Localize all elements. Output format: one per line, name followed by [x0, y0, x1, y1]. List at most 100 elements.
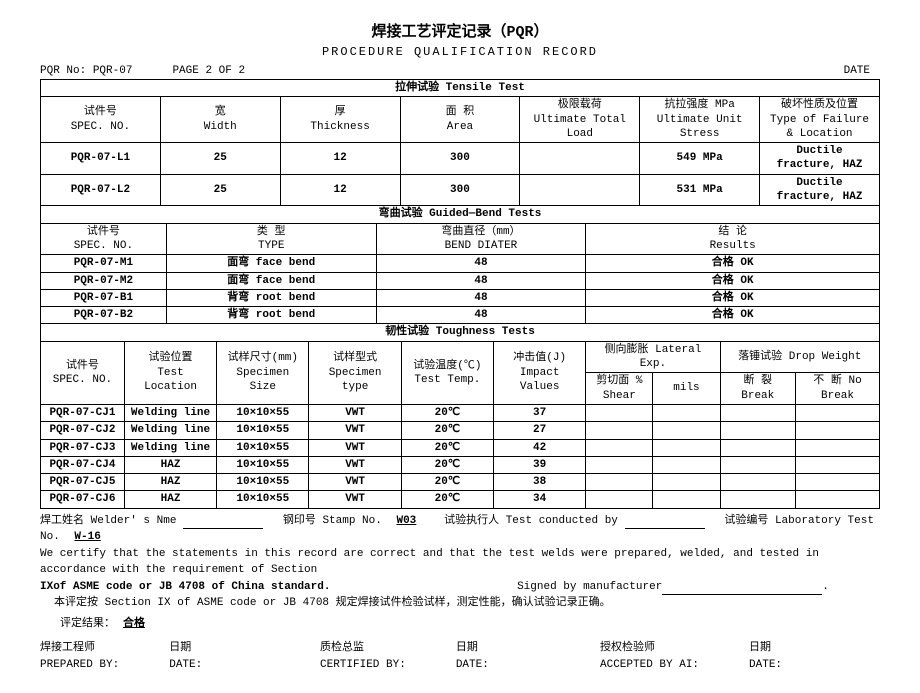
cell — [796, 474, 880, 491]
cell: 37 — [494, 404, 586, 421]
cell: Ductile fracture, HAZ — [760, 174, 880, 206]
cell: PQR-07-CJ5 — [41, 474, 125, 491]
cell: PQR-07-CJ6 — [41, 491, 125, 508]
cell: VWT — [309, 456, 401, 473]
cell: VWT — [309, 422, 401, 439]
cell: 10×10×55 — [217, 439, 309, 456]
th-bspec-en: SPEC. NO. — [45, 239, 162, 253]
th-shear-en: Shear — [590, 389, 648, 403]
cell — [586, 474, 653, 491]
cell — [653, 491, 720, 508]
cell — [586, 491, 653, 508]
th-nobreak-en: Break — [800, 389, 875, 403]
th-mils: mils — [653, 373, 720, 405]
cell: 20℃ — [401, 404, 493, 421]
th-load-en: Ultimate Total Load — [524, 113, 635, 142]
cell: 10×10×55 — [217, 456, 309, 473]
cell: 20℃ — [401, 422, 493, 439]
th-tstype-en: Specimen type — [313, 366, 396, 395]
cell: PQR-07-CJ1 — [41, 404, 125, 421]
th-stress-cn: 抗拉强度 MPa — [644, 98, 755, 112]
cell: 10×10×55 — [217, 474, 309, 491]
th-stress-en: Ultimate Unit Stress — [644, 113, 755, 142]
cell: Welding line — [124, 422, 216, 439]
cell: PQR-07-CJ3 — [41, 439, 125, 456]
cell: 549 MPa — [640, 143, 760, 175]
th-tloc-cn: 试验位置 — [129, 351, 212, 365]
cell: 合格 OK — [586, 289, 880, 306]
cert-text: We certify that the statements in this r… — [40, 546, 880, 579]
cell — [720, 422, 796, 439]
cell: 48 — [376, 307, 586, 324]
cell: 20℃ — [401, 474, 493, 491]
lab-no: W-16 — [66, 531, 108, 543]
th-bdia-cn: 弯曲直径（mm） — [381, 225, 582, 239]
th-area-en: Area — [405, 120, 516, 134]
qc-cn: 质检总监 — [320, 640, 406, 657]
cell — [586, 404, 653, 421]
pqr-no-label: PQR No: — [40, 65, 86, 77]
th-fail-cn: 破坏性质及位置 — [764, 98, 875, 112]
th-tspec-cn: 试件号 — [45, 359, 120, 373]
toughness-table: 试件号SPEC. NO. 试验位置Test Location 试样尺寸(mm)S… — [40, 342, 880, 509]
pqr-no: PQR-07 — [93, 65, 133, 77]
result-value: 合格 — [115, 618, 153, 630]
th-timpact-cn: 冲击值(J) — [498, 351, 581, 365]
eng-cn: 焊接工程师 — [40, 640, 119, 657]
cell: 531 MPa — [640, 174, 760, 206]
cell: 合格 OK — [586, 307, 880, 324]
cell: PQR-07-CJ2 — [41, 422, 125, 439]
cell — [796, 404, 880, 421]
title-cn: 焊接工艺评定记录（PQR） — [40, 20, 880, 41]
cell: 34 — [494, 491, 586, 508]
cell: 10×10×55 — [217, 404, 309, 421]
th-drop: 落锤试验 Drop Weight — [720, 342, 879, 373]
toughness-row: PQR-07-CJ2Welding line10×10×55VWT20℃27 — [41, 422, 880, 439]
th-break: 断 裂 Break — [720, 373, 796, 405]
cell: VWT — [309, 474, 401, 491]
header-line: PQR No: PQR-07 PAGE 2 OF 2 DATE — [40, 65, 880, 77]
title-en: PROCEDURE QUALIFICATION RECORD — [40, 45, 880, 59]
cell — [586, 422, 653, 439]
cell: Welding line — [124, 439, 216, 456]
toughness-row: PQR-07-CJ3Welding line10×10×55VWT20℃42 — [41, 439, 880, 456]
cell: VWT — [309, 491, 401, 508]
cell: 48 — [376, 289, 586, 306]
th-btype-cn: 类 型 — [171, 225, 372, 239]
cell: 背弯 root bend — [166, 289, 376, 306]
cell: HAZ — [124, 491, 216, 508]
cell: 27 — [494, 422, 586, 439]
ai-cn: 授权检验师 — [600, 640, 699, 657]
th-spec-cn: 试件号 — [45, 105, 156, 119]
cell: 12 — [280, 174, 400, 206]
stamp-no: W03 — [388, 515, 424, 527]
bend-table: 试件号SPEC. NO. 类 型TYPE 弯曲直径（mm）BEND DIATER… — [40, 224, 880, 342]
welder-label: 焊工姓名 Welder' s Nme — [40, 515, 176, 527]
th-ttemp-cn: 试验温度(℃) — [406, 359, 489, 373]
cell: PQR-07-M2 — [41, 272, 167, 289]
cell — [520, 174, 640, 206]
cell: 300 — [400, 174, 520, 206]
th-width-cn: 宽 — [165, 105, 276, 119]
tested-by-label: 试验执行人 Test conducted by — [444, 515, 618, 527]
ai-en: ACCEPTED BY AI: — [600, 657, 699, 674]
cell: Ductile fracture, HAZ — [760, 143, 880, 175]
cell: PQR-07-CJ4 — [41, 456, 125, 473]
bend-row: PQR-07-M2面弯 face bend48合格 OK — [41, 272, 880, 289]
cell — [586, 439, 653, 456]
th-tstype-cn: 试样型式 — [313, 351, 396, 365]
th-thick-en: Thickness — [285, 120, 396, 134]
toughness-row: PQR-07-CJ6HAZ10×10×55VWT20℃34 — [41, 491, 880, 508]
date-en3: DATE: — [749, 657, 782, 674]
qc-en: CERTIFIED BY: — [320, 657, 406, 674]
cell — [720, 439, 796, 456]
cell — [653, 422, 720, 439]
cell — [796, 439, 880, 456]
cert-text2: IXof ASME code or JB 4708 of China stand… — [40, 581, 330, 593]
cell — [653, 474, 720, 491]
eng-en: PREPARED BY: — [40, 657, 119, 674]
cell: PQR-07-B2 — [41, 307, 167, 324]
signed-label: Signed by manufacturer — [517, 581, 662, 593]
toughness-row: PQR-07-CJ4HAZ10×10×55VWT20℃39 — [41, 456, 880, 473]
cell — [720, 456, 796, 473]
